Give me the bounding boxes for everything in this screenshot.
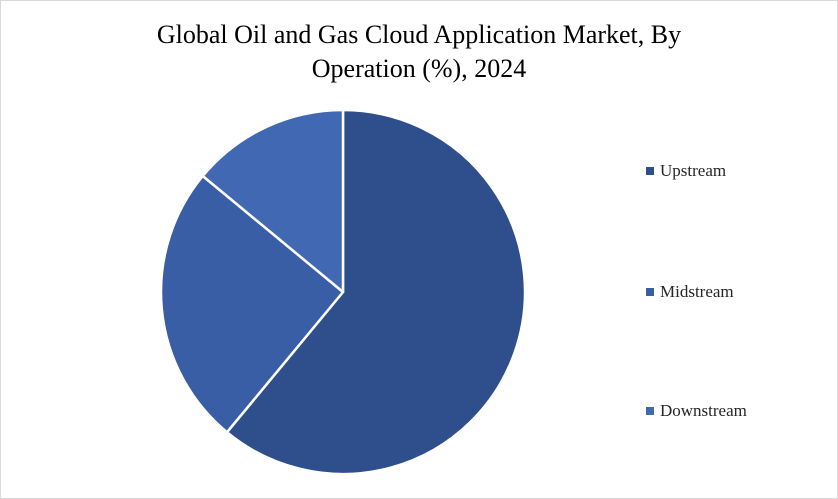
- chart-legend: Upstream Midstream Downstream: [646, 0, 826, 499]
- legend-item-midstream: Midstream: [646, 282, 734, 302]
- pie-slice-upstream: [225, 108, 527, 476]
- legend-swatch-downstream: [646, 407, 654, 415]
- chart-title-line-1: Global Oil and Gas Cloud Application Mar…: [156, 20, 682, 49]
- chart-title-line-2: Operation (%), 2024: [311, 54, 527, 83]
- legend-swatch-upstream: [646, 167, 654, 175]
- pie-slice-downstream: [201, 108, 345, 294]
- legend-swatch-midstream: [646, 288, 654, 296]
- legend-label-upstream: Upstream: [660, 161, 727, 180]
- pie-slice-midstream: [159, 174, 345, 434]
- chart-title: Global Oil and Gas Cloud Application Mar…: [0, 18, 838, 86]
- legend-item-downstream: Downstream: [646, 401, 747, 421]
- legend-label-midstream: Midstream: [660, 282, 734, 301]
- legend-item-upstream: Upstream: [646, 161, 726, 181]
- legend-label-downstream: Downstream: [660, 401, 747, 420]
